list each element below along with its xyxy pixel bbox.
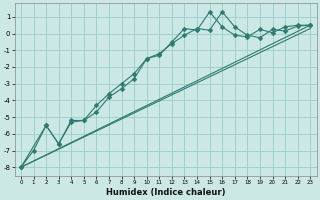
X-axis label: Humidex (Indice chaleur): Humidex (Indice chaleur) <box>106 188 225 197</box>
